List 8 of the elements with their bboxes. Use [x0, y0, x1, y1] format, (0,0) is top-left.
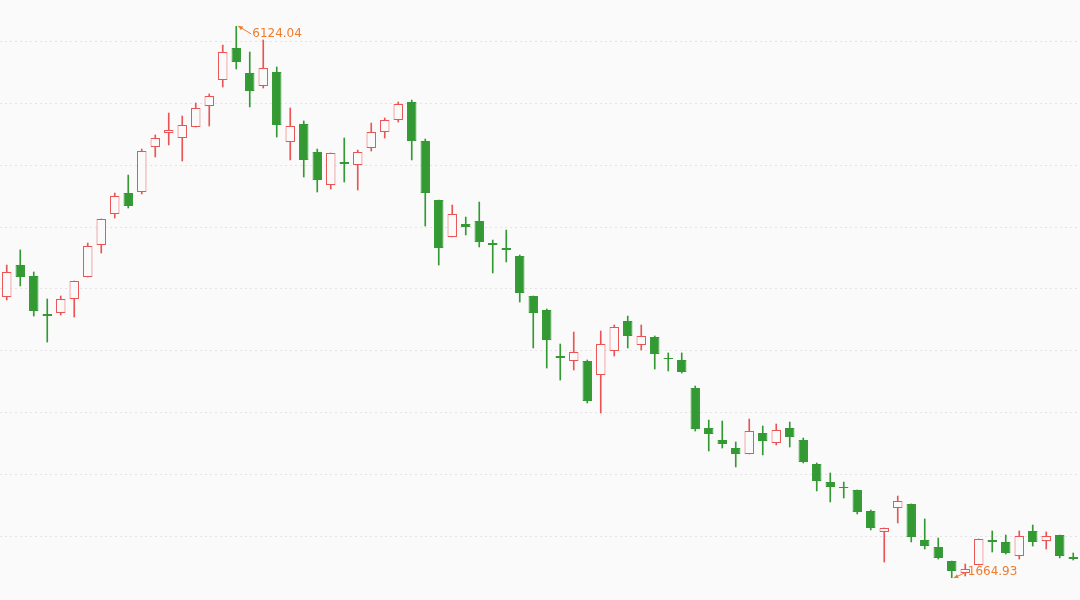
annotation: 1664.93	[967, 564, 1018, 579]
candlestick	[704, 419, 714, 452]
candlestick	[825, 472, 835, 503]
candlestick	[164, 112, 174, 146]
annotation: 6124.04	[252, 26, 302, 41]
candlestick	[569, 331, 579, 371]
candlestick	[879, 527, 889, 563]
candlestick	[920, 518, 930, 550]
